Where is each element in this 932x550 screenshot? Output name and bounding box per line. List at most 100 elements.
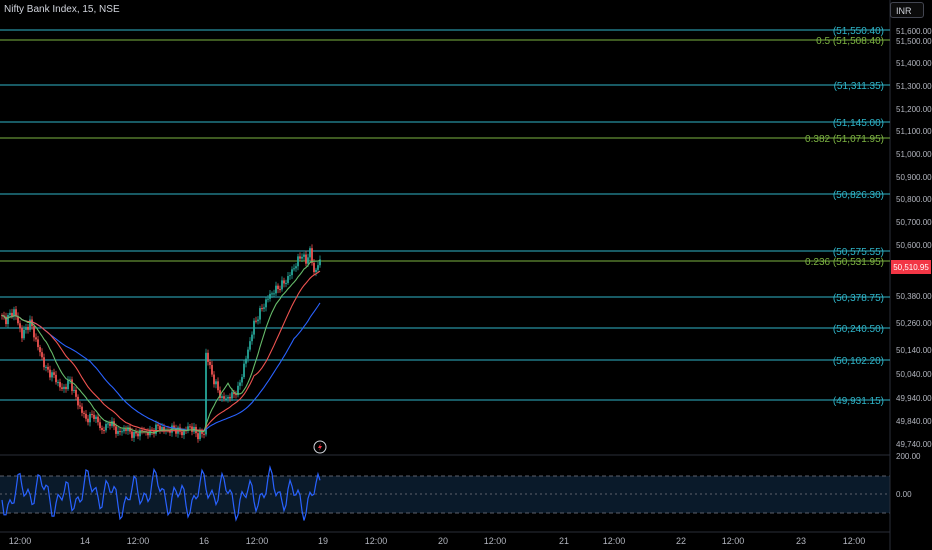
candle-body[interactable] xyxy=(285,282,287,284)
lightning-icon[interactable] xyxy=(313,440,327,454)
candle-body[interactable] xyxy=(297,256,299,267)
candle-body[interactable] xyxy=(191,426,193,432)
candle-body[interactable] xyxy=(231,392,233,399)
candle-body[interactable] xyxy=(313,262,315,273)
candle-body[interactable] xyxy=(319,259,321,266)
candle-body[interactable] xyxy=(35,337,37,340)
candle-body[interactable] xyxy=(275,285,277,294)
candle-body[interactable] xyxy=(251,334,253,342)
candle-body[interactable] xyxy=(135,431,137,434)
candle-body[interactable] xyxy=(57,382,59,384)
candle-body[interactable] xyxy=(197,433,199,440)
candle-body[interactable] xyxy=(95,416,97,419)
candle-body[interactable] xyxy=(223,396,225,399)
candle-body[interactable] xyxy=(85,413,87,419)
candle-body[interactable] xyxy=(25,326,27,330)
candle-body[interactable] xyxy=(41,352,43,358)
candle-body[interactable] xyxy=(273,293,275,295)
candle-body[interactable] xyxy=(255,320,257,322)
candle-body[interactable] xyxy=(315,269,317,273)
candle-body[interactable] xyxy=(97,416,99,423)
candle-body[interactable] xyxy=(289,275,291,277)
candle-body[interactable] xyxy=(5,316,7,325)
candle-body[interactable] xyxy=(259,308,261,320)
candle-body[interactable] xyxy=(81,406,83,413)
candle-body[interactable] xyxy=(305,254,307,264)
candle-body[interactable] xyxy=(89,414,91,423)
candle-body[interactable] xyxy=(53,372,55,375)
candle-body[interactable] xyxy=(257,319,259,322)
candle-body[interactable] xyxy=(219,390,221,398)
candle-body[interactable] xyxy=(237,385,239,396)
candle-body[interactable] xyxy=(183,430,185,436)
candle-body[interactable] xyxy=(221,396,223,398)
ma-line-blue[interactable] xyxy=(1,302,321,432)
candle-body[interactable] xyxy=(307,257,309,264)
candle-body[interactable] xyxy=(75,389,77,397)
candle-body[interactable] xyxy=(309,248,311,258)
candle-body[interactable] xyxy=(283,280,285,284)
candle-body[interactable] xyxy=(133,431,135,438)
candle-body[interactable] xyxy=(21,328,23,339)
candle-body[interactable] xyxy=(199,431,201,440)
candle-body[interactable] xyxy=(155,424,157,434)
candle-body[interactable] xyxy=(249,341,251,350)
candle-body[interactable] xyxy=(295,266,297,269)
candle-body[interactable] xyxy=(83,412,85,414)
candle-body[interactable] xyxy=(281,280,283,290)
candle-body[interactable] xyxy=(213,374,215,385)
candle-body[interactable] xyxy=(69,379,71,381)
candle-body[interactable] xyxy=(121,431,123,433)
candle-body[interactable] xyxy=(235,394,237,396)
candle-body[interactable] xyxy=(317,265,319,270)
candle-body[interactable] xyxy=(33,326,35,338)
candle-body[interactable] xyxy=(147,431,149,436)
candle-body[interactable] xyxy=(37,339,39,348)
candle-body[interactable] xyxy=(45,366,47,368)
candle-body[interactable] xyxy=(19,323,21,329)
candle-body[interactable] xyxy=(99,422,101,429)
candle-body[interactable] xyxy=(77,396,79,406)
candle-body[interactable] xyxy=(137,433,139,437)
candle-body[interactable] xyxy=(241,377,243,383)
candle-body[interactable] xyxy=(141,430,143,432)
candle-body[interactable] xyxy=(117,431,119,434)
candle-body[interactable] xyxy=(239,382,241,386)
candle-body[interactable] xyxy=(119,431,121,433)
candle-body[interactable] xyxy=(27,326,29,330)
candle-body[interactable] xyxy=(49,369,51,378)
candle-body[interactable] xyxy=(205,352,207,435)
candle-body[interactable] xyxy=(87,418,89,423)
candle-body[interactable] xyxy=(247,349,249,359)
candle-body[interactable] xyxy=(79,405,81,407)
candle-body[interactable] xyxy=(211,364,213,375)
candle-body[interactable] xyxy=(267,298,269,300)
candle-body[interactable] xyxy=(61,387,63,389)
candle-body[interactable] xyxy=(115,426,117,434)
candle-body[interactable] xyxy=(43,357,45,368)
ma-line-green[interactable] xyxy=(1,259,321,434)
candle-body[interactable] xyxy=(23,329,25,339)
candle-body[interactable] xyxy=(233,392,235,395)
candle-body[interactable] xyxy=(229,396,231,399)
candle-body[interactable] xyxy=(261,308,263,310)
candle-body[interactable] xyxy=(39,347,41,353)
candle-body[interactable] xyxy=(209,361,211,365)
candle-body[interactable] xyxy=(9,312,11,316)
candle-body[interactable] xyxy=(127,427,129,431)
candle-body[interactable] xyxy=(91,414,93,416)
candle-body[interactable] xyxy=(51,372,53,378)
horizontal-levels[interactable]: (51,550.40)0.5 (51,508.40) (51,311.35) (51… xyxy=(0,26,890,407)
moving-averages[interactable] xyxy=(1,259,321,434)
candle-body[interactable] xyxy=(125,429,127,431)
candle-body[interactable] xyxy=(67,380,69,390)
candle-body[interactable] xyxy=(11,312,13,317)
candle-body[interactable] xyxy=(187,426,189,431)
candle-body[interactable] xyxy=(47,366,49,370)
candle-body[interactable] xyxy=(17,316,19,324)
candle-body[interactable] xyxy=(277,285,279,290)
candle-body[interactable] xyxy=(245,358,247,364)
candle-body[interactable] xyxy=(269,293,271,299)
